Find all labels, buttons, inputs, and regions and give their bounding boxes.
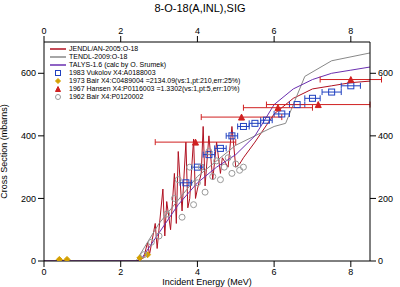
html-text:TALYS-1.6 (calc by O. Srumek): TALYS-1.6 (calc by O. Srumek)	[69, 61, 166, 68]
html-text:8-O-18(A,INL),SIG: 8-O-18(A,INL),SIG	[154, 2, 246, 14]
svg-text:0: 0	[31, 256, 36, 266]
html-text:TENDL-2009:O-18: TENDL-2009:O-18	[69, 53, 128, 60]
svg-text:600: 600	[21, 68, 36, 78]
html-text:1962 Bair X4:P0120002: 1962 Bair X4:P0120002	[69, 93, 144, 100]
svg-text:0: 0	[41, 26, 46, 36]
svg-text:6: 6	[272, 267, 277, 277]
html-text:1973 Bair X4:C0489004 =2134.09: 1973 Bair X4:C0489004 =2134.09(vs:1,pt:2…	[69, 77, 241, 84]
svg-text:200: 200	[21, 194, 36, 204]
svg-text:2: 2	[118, 267, 123, 277]
svg-text:400: 400	[378, 131, 392, 141]
svg-text:8: 8	[348, 267, 353, 277]
svg-text:Cross Section (mbarns): Cross Section (mbarns)	[8, 104, 9, 199]
svg-text:8: 8	[348, 26, 353, 36]
svg-text:200: 200	[378, 194, 392, 204]
svg-text:4: 4	[195, 26, 200, 36]
svg-text:600: 600	[378, 68, 392, 78]
html-text:JENDL/AN-2005:O-18: JENDL/AN-2005:O-18	[69, 45, 139, 52]
svg-text:6: 6	[272, 26, 277, 36]
svg-text:400: 400	[21, 131, 36, 141]
svg-text:2: 2	[118, 26, 123, 36]
html-text:1967 Hansen X4:P0116003 =1.330: 1967 Hansen X4:P0116003 =1.3302(vs:1,pt:…	[69, 85, 240, 92]
svg-text:Incident Energy (MeV): Incident Energy (MeV)	[162, 277, 252, 287]
svg-text:0: 0	[41, 267, 46, 277]
svg-text:4: 4	[195, 267, 200, 277]
html-text:1983 Vukolov X4:A0188003: 1983 Vukolov X4:A0188003	[69, 69, 156, 76]
svg-text:0: 0	[378, 256, 383, 266]
